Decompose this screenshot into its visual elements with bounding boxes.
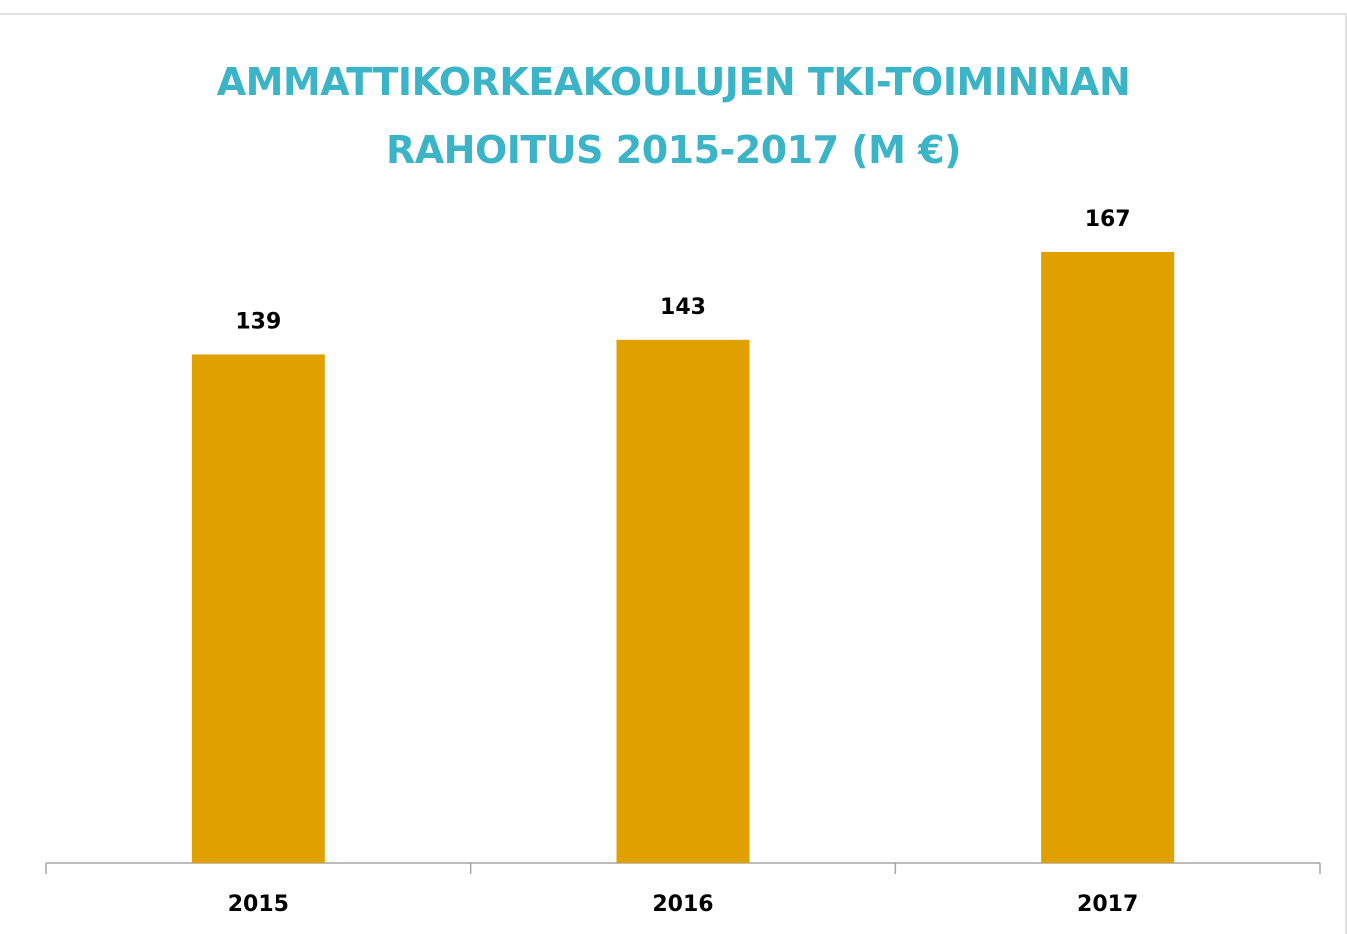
data-label: 139	[235, 309, 281, 334]
data-label: 167	[1085, 207, 1131, 232]
chart-border	[0, 13, 1347, 934]
x-tick-label: 2015	[228, 892, 289, 917]
bar	[1041, 252, 1175, 863]
bar	[191, 354, 325, 863]
chart-title: AMMATTIKORKEAKOULUJEN TKI-TOIMINNAN RAHO…	[216, 60, 1131, 172]
x-tick-label: 2016	[652, 892, 713, 917]
bar	[616, 339, 750, 864]
x-tick-label: 2017	[1077, 892, 1138, 917]
data-label: 143	[660, 295, 706, 320]
